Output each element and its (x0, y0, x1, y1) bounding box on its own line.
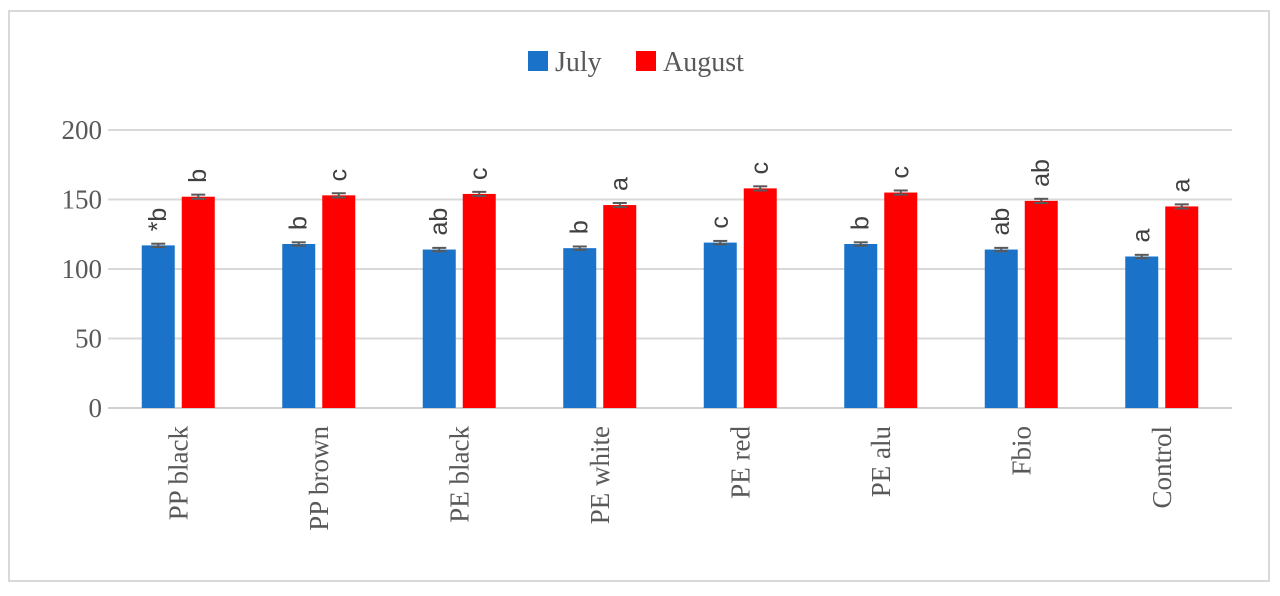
bar-august (884, 192, 918, 408)
significance-label: c (465, 167, 493, 180)
bar-july (703, 242, 737, 408)
significance-label: b (566, 220, 594, 234)
bar-august (1024, 200, 1058, 408)
bar-august (322, 195, 356, 408)
significance-label: c (746, 162, 774, 175)
significance-label: *b (144, 208, 172, 232)
significance-label: ab (425, 208, 453, 236)
significance-label: c (706, 216, 734, 229)
y-tick-label: 100 (62, 254, 103, 284)
bar-july (141, 245, 175, 408)
bar-july (984, 249, 1018, 408)
x-category-label: PE black (444, 426, 474, 523)
y-tick-label: 50 (75, 324, 102, 354)
legend-swatch-july (528, 51, 548, 71)
significance-label: a (606, 177, 634, 191)
legend-label-august: August (663, 47, 744, 78)
y-tick-label: 150 (62, 185, 103, 215)
bar-july (282, 243, 316, 408)
chart-frame (8, 10, 1270, 582)
significance-label: c (325, 169, 353, 182)
bar-august (603, 205, 637, 408)
significance-label: b (285, 216, 313, 230)
significance-label: a (1128, 228, 1156, 242)
x-category-label: PP black (163, 426, 193, 521)
significance-label: a (1168, 178, 1196, 192)
x-category-label: PE white (585, 426, 615, 524)
bar-august (462, 193, 496, 408)
y-tick-label: 200 (62, 115, 103, 145)
bar-august (743, 188, 777, 408)
x-category-label: PE alu (866, 426, 896, 498)
significance-label: ab (987, 208, 1015, 236)
significance-label: b (184, 169, 212, 183)
bar-july (1125, 256, 1159, 408)
significance-label: b (847, 216, 875, 230)
bar-august (181, 196, 215, 408)
significance-label: ab (1027, 159, 1055, 187)
y-tick-label: 0 (89, 393, 103, 423)
legend-label-july: July (555, 47, 602, 78)
x-category-label: Fbio (1006, 426, 1036, 476)
x-category-label: Control (1147, 426, 1177, 509)
bar-july (563, 248, 597, 408)
bar-july (422, 249, 456, 408)
bar-july (844, 243, 878, 408)
x-category-label: PP brown (304, 426, 334, 531)
significance-label: c (887, 166, 915, 179)
bar-august (1165, 206, 1199, 408)
legend-swatch-august (636, 51, 656, 71)
x-category-label: PE red (725, 426, 755, 499)
